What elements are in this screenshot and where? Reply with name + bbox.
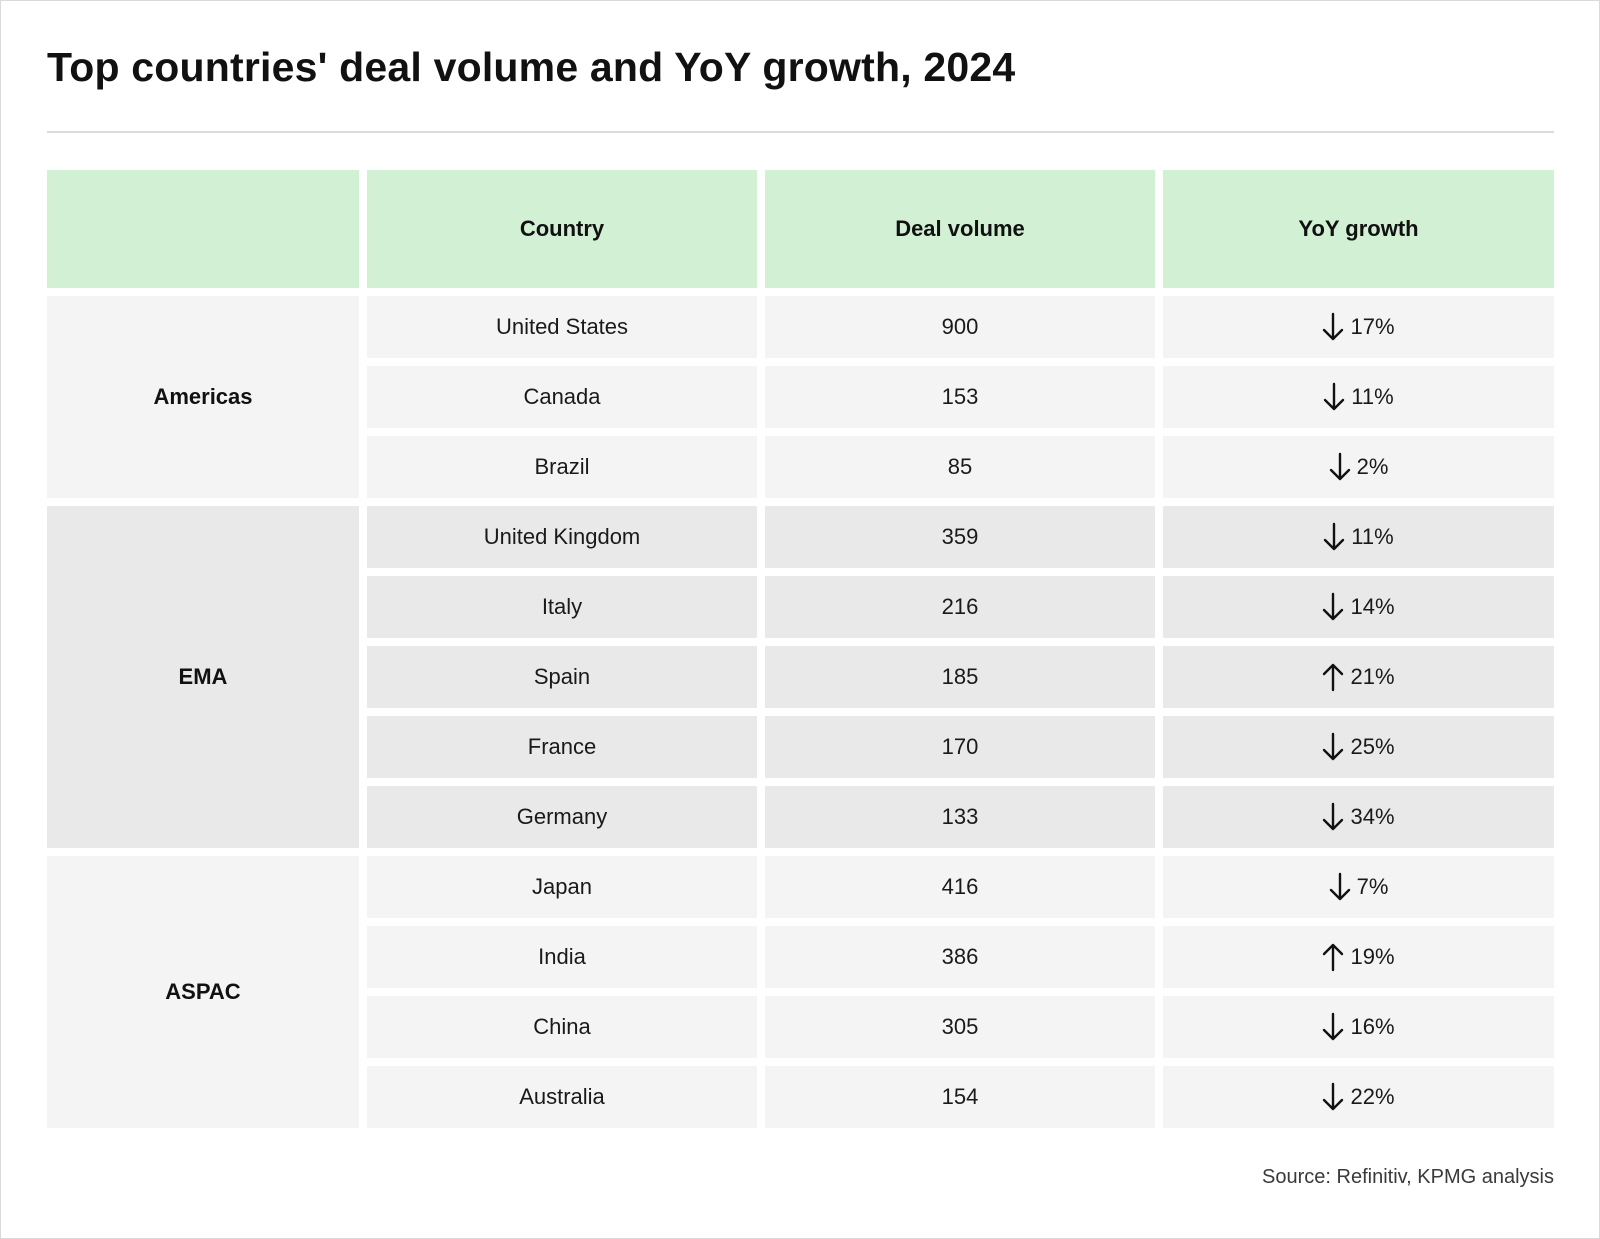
yoy-growth-cell: 34% [1163, 786, 1554, 848]
arrow-down-icon [1322, 312, 1344, 342]
column-header [47, 170, 359, 288]
arrow-up-icon [1322, 942, 1344, 972]
yoy-growth-cell: 14% [1163, 576, 1554, 638]
deal-volume-cell: 216 [765, 576, 1155, 638]
yoy-growth-value: 16% [1350, 1014, 1395, 1039]
yoy-growth-cell: 11% [1163, 506, 1554, 568]
yoy-growth-value: 19% [1350, 944, 1395, 969]
yoy-growth-cell: 22% [1163, 1066, 1554, 1128]
yoy-growth-value: 11% [1351, 524, 1394, 549]
deal-volume-cell: 133 [765, 786, 1155, 848]
deal-volume-cell: 386 [765, 926, 1155, 988]
yoy-growth-value: 7% [1356, 874, 1389, 899]
column-header: Country [367, 170, 757, 288]
deal-volume-cell: 185 [765, 646, 1155, 708]
yoy-growth-value: 34% [1350, 804, 1395, 829]
country-cell: Spain [367, 646, 757, 708]
arrow-down-icon [1323, 382, 1345, 412]
column-header: Deal volume [765, 170, 1155, 288]
country-cell: Canada [367, 366, 757, 428]
country-cell: India [367, 926, 757, 988]
country-cell: Japan [367, 856, 757, 918]
source-note: Source: Refinitiv, KPMG analysis [1262, 1166, 1554, 1188]
deal-volume-cell: 170 [765, 716, 1155, 778]
country-cell: Australia [367, 1066, 757, 1128]
deal-volume-cell: 153 [765, 366, 1155, 428]
arrow-down-icon [1322, 732, 1344, 762]
region-label: EMA [47, 506, 359, 848]
arrow-down-icon [1322, 1082, 1344, 1112]
country-cell: Germany [367, 786, 757, 848]
deal-volume-table: Country Deal volume YoY growth Americas Unit… [47, 170, 1554, 1130]
arrow-down-icon [1323, 522, 1345, 552]
arrow-down-icon [1322, 592, 1344, 622]
country-cell: China [367, 996, 757, 1058]
deal-volume-cell: 900 [765, 296, 1155, 358]
deal-volume-cell: 85 [765, 436, 1155, 498]
yoy-growth-cell: 25% [1163, 716, 1554, 778]
deal-volume-cell: 154 [765, 1066, 1155, 1128]
region-label: Americas [47, 296, 359, 498]
arrow-down-icon [1329, 452, 1351, 482]
country-cell: United Kingdom [367, 506, 757, 568]
arrow-up-icon [1322, 662, 1344, 692]
deal-volume-cell: 416 [765, 856, 1155, 918]
yoy-growth-cell: 19% [1163, 926, 1554, 988]
arrow-down-icon [1322, 1012, 1344, 1042]
yoy-growth-cell: 17% [1163, 296, 1554, 358]
yoy-growth-value: 14% [1350, 594, 1395, 619]
arrow-down-icon [1322, 802, 1344, 832]
region-label: ASPAC [47, 856, 359, 1128]
column-header: YoY growth [1163, 170, 1554, 288]
arrow-down-icon [1329, 872, 1351, 902]
country-cell: Brazil [367, 436, 757, 498]
country-cell: Italy [367, 576, 757, 638]
yoy-growth-value: 22% [1350, 1084, 1395, 1109]
yoy-growth-value: 25% [1350, 734, 1395, 759]
yoy-growth-cell: 16% [1163, 996, 1554, 1058]
yoy-growth-value: 17% [1350, 314, 1395, 339]
yoy-growth-cell: 21% [1163, 646, 1554, 708]
chart-title: Top countries' deal volume and YoY growt… [47, 44, 1016, 90]
yoy-growth-value: 11% [1351, 384, 1394, 409]
yoy-growth-cell: 11% [1163, 366, 1554, 428]
yoy-growth-cell: 7% [1163, 856, 1554, 918]
country-cell: United States [367, 296, 757, 358]
title-divider [47, 131, 1554, 133]
country-cell: France [367, 716, 757, 778]
yoy-growth-cell: 2% [1163, 436, 1554, 498]
yoy-growth-value: 21% [1350, 664, 1395, 689]
deal-volume-cell: 359 [765, 506, 1155, 568]
yoy-growth-value: 2% [1356, 454, 1389, 479]
deal-volume-cell: 305 [765, 996, 1155, 1058]
